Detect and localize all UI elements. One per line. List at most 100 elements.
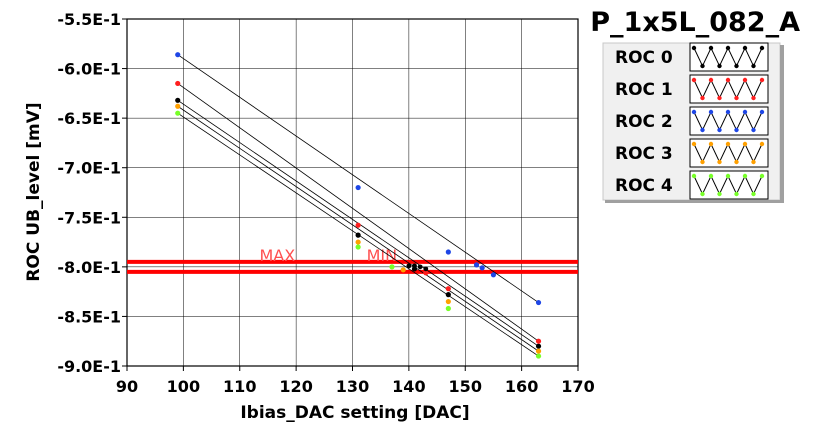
legend-marker xyxy=(734,95,739,101)
x-tick-label: 170 xyxy=(561,377,594,396)
legend-marker xyxy=(700,191,705,197)
x-tick-label: 120 xyxy=(279,377,312,396)
limit-label-max: MAX xyxy=(259,246,295,265)
data-point xyxy=(355,232,361,238)
y-tick-label: -8.5E-1 xyxy=(57,307,121,326)
data-point xyxy=(389,264,395,270)
legend-marker xyxy=(751,159,756,165)
y-tick-label: -9.0E-1 xyxy=(57,357,121,376)
data-point xyxy=(535,338,542,344)
legend-label: ROC 0 xyxy=(615,48,673,68)
legend-marker xyxy=(717,191,722,197)
x-tick-label: 130 xyxy=(336,377,369,396)
y-axis-ticks: -5.5E-1 -6.0E-1 -6.5E-1 -7.0E-1 -7.5E-1 -8.0E… xyxy=(57,10,127,376)
legend-marker xyxy=(751,191,756,197)
data-point xyxy=(406,263,412,269)
x-tick-label: 100 xyxy=(167,377,200,396)
legend-marker xyxy=(751,127,756,133)
y-axis-title: ROC UB_level [mV] xyxy=(24,102,44,281)
legend-marker xyxy=(734,191,739,197)
legend-marker xyxy=(742,173,748,179)
x-tick-label: 160 xyxy=(505,377,538,396)
data-point xyxy=(175,52,181,58)
data-point xyxy=(175,110,181,116)
legend-marker xyxy=(708,173,714,179)
legend-marker xyxy=(751,95,756,101)
data-point xyxy=(535,348,542,354)
legend-marker xyxy=(759,45,765,51)
legend-marker xyxy=(725,141,731,147)
data-point xyxy=(445,298,451,305)
legend-label: ROC 4 xyxy=(615,176,673,196)
legend: ROC 0 ROC 1 ROC 2 ROC 3 ROC 4 xyxy=(602,42,784,203)
legend-marker xyxy=(700,127,705,133)
data-point xyxy=(445,286,451,292)
legend-shadow-right xyxy=(780,45,784,202)
data-point xyxy=(490,272,497,278)
limit-label-min: MIN xyxy=(367,246,398,265)
legend-marker xyxy=(717,95,722,101)
data-point xyxy=(445,305,451,312)
y-tick-label: -7.5E-1 xyxy=(57,208,121,227)
x-tick-label: 110 xyxy=(223,377,256,396)
data-point xyxy=(355,184,361,191)
legend-marker xyxy=(734,63,739,69)
data-point xyxy=(535,343,542,349)
legend-label: ROC 3 xyxy=(615,144,673,164)
x-axis-title: Ibias_DAC setting [DAC] xyxy=(240,403,469,423)
legend-marker xyxy=(742,45,748,51)
data-point xyxy=(417,264,423,270)
data-point xyxy=(423,266,429,272)
data-point xyxy=(423,270,429,276)
chart-title: P_1x5L_082_A xyxy=(590,7,800,38)
legend-marker xyxy=(734,159,739,165)
data-point xyxy=(479,265,485,271)
legend-marker xyxy=(700,95,705,101)
data-point xyxy=(400,267,406,273)
x-tick-label: 90 xyxy=(116,377,138,396)
fit-line xyxy=(177,54,539,303)
data-point xyxy=(355,244,361,250)
data-point xyxy=(355,239,361,245)
legend-marker xyxy=(691,77,697,83)
legend-marker xyxy=(759,77,765,83)
data-points xyxy=(175,52,542,359)
legend-shadow-bottom xyxy=(605,200,784,203)
data-point xyxy=(535,299,542,306)
legend-marker xyxy=(708,141,714,147)
legend-marker xyxy=(717,63,722,69)
y-tick-label: -6.5E-1 xyxy=(57,109,121,128)
data-point xyxy=(175,97,181,103)
data-point xyxy=(175,103,181,109)
legend-marker xyxy=(759,141,765,147)
data-point xyxy=(355,222,361,228)
grid xyxy=(126,18,579,367)
legend-marker xyxy=(742,109,748,115)
legend-marker xyxy=(708,45,714,51)
limit-lines: MAX MIN xyxy=(127,246,578,274)
legend-marker xyxy=(734,127,739,133)
legend-marker xyxy=(725,77,731,83)
legend-marker xyxy=(725,109,731,115)
y-tick-label: -7.0E-1 xyxy=(57,159,121,178)
legend-marker xyxy=(759,173,765,179)
legend-marker xyxy=(725,173,731,179)
legend-marker xyxy=(708,109,714,115)
legend-items: ROC 0 ROC 1 ROC 2 ROC 3 ROC 4 xyxy=(615,42,769,200)
data-point xyxy=(412,263,417,269)
legend-label: ROC 1 xyxy=(615,80,673,100)
legend-marker xyxy=(751,63,756,69)
y-tick-label: -6.0E-1 xyxy=(57,60,121,79)
legend-label: ROC 2 xyxy=(615,112,673,132)
data-point xyxy=(535,353,542,359)
data-point xyxy=(175,80,181,87)
y-tick-label: -5.5E-1 xyxy=(57,10,121,29)
y-tick-label: -8.0E-1 xyxy=(57,258,121,277)
x-tick-label: 140 xyxy=(392,377,425,396)
legend-marker xyxy=(691,173,697,179)
legend-marker xyxy=(742,141,748,147)
legend-marker xyxy=(708,77,714,83)
legend-marker xyxy=(742,77,748,83)
